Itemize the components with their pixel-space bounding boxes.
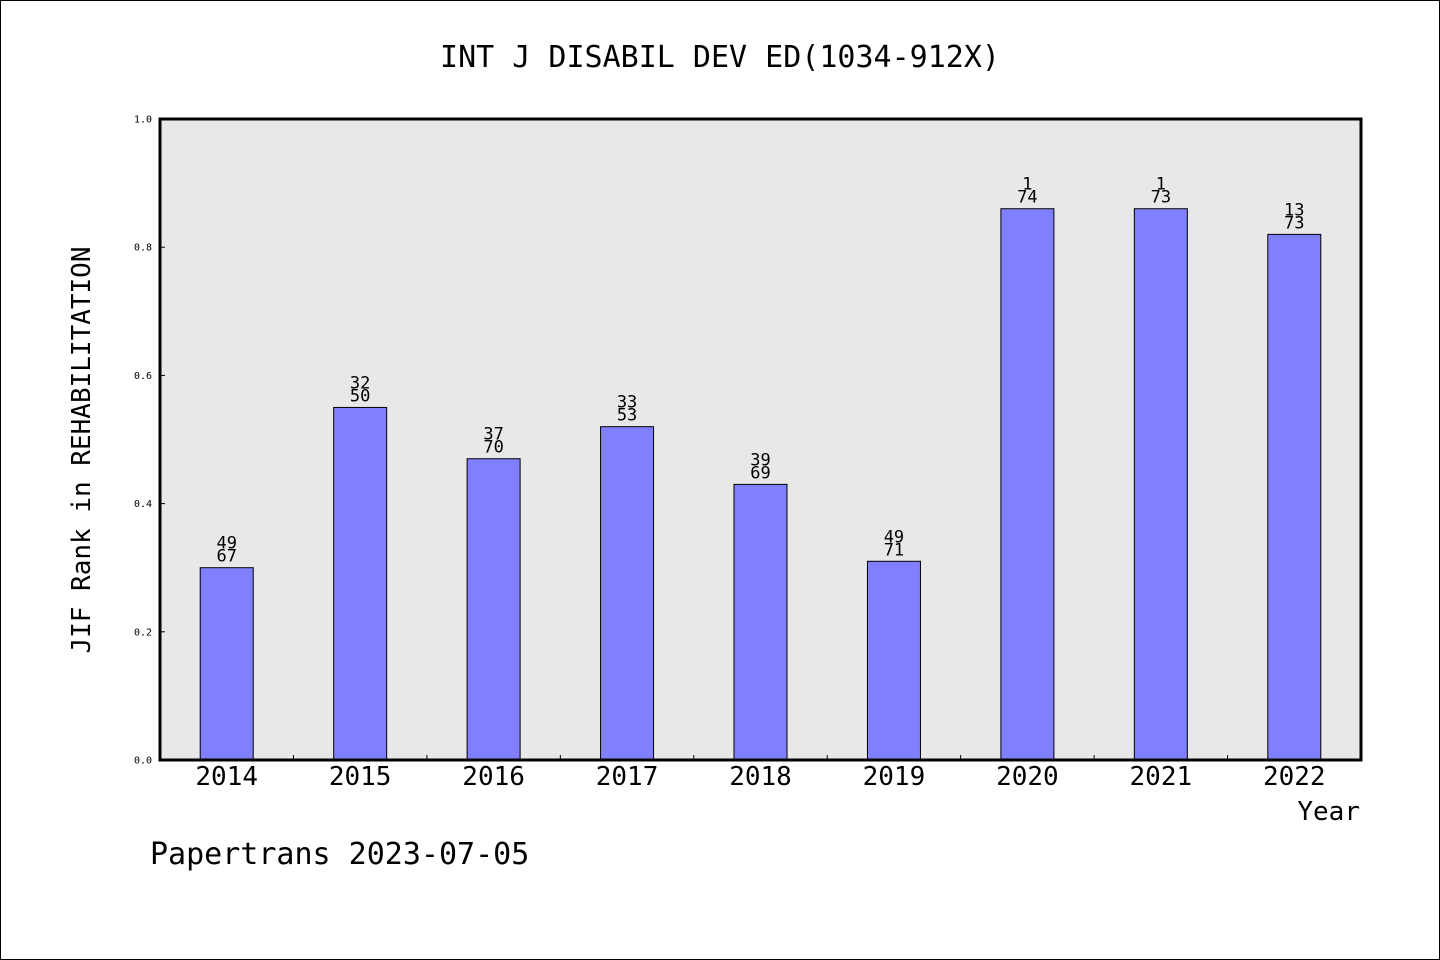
bar-total-label: 67 xyxy=(216,547,236,567)
bar-total-label: 74 xyxy=(1017,188,1037,208)
y-tick-label: 0.2 xyxy=(134,627,152,638)
bar xyxy=(1133,208,1188,761)
x-tick-label: 2019 xyxy=(863,762,926,792)
bar-rank-label: 1 xyxy=(1156,175,1166,195)
bar-total-label: 73 xyxy=(1151,188,1171,208)
bar-rank-label: 1 xyxy=(1022,175,1032,195)
bar xyxy=(866,560,921,761)
bar-rank-label: 37 xyxy=(483,425,503,445)
x-tick-label: 2015 xyxy=(329,762,392,792)
bar-total-label: 73 xyxy=(1284,213,1304,233)
bar-rank-label: 39 xyxy=(750,450,770,470)
bar xyxy=(1000,208,1055,761)
bar-total-label: 70 xyxy=(483,438,503,458)
bar xyxy=(733,483,788,761)
x-tick-label: 2022 xyxy=(1263,762,1326,792)
bar-rank-label: 49 xyxy=(884,527,904,547)
x-tick-label: 2021 xyxy=(1130,762,1193,792)
y-tick-label: 0.6 xyxy=(134,371,152,382)
x-tick-label: 2016 xyxy=(462,762,525,792)
y-axis-label: JIF Rank in REHABILITATION xyxy=(67,247,97,654)
bar-rank-label: 33 xyxy=(617,393,637,413)
x-tick-label: 2017 xyxy=(596,762,659,792)
bar xyxy=(466,458,521,761)
chart-title: INT J DISABIL DEV ED(1034-912X) xyxy=(440,40,1000,75)
bar xyxy=(1267,233,1322,761)
x-axis-label: Year xyxy=(1297,797,1360,827)
plot-border xyxy=(158,117,1363,762)
bar xyxy=(333,406,388,761)
bar-total-label: 69 xyxy=(750,463,770,483)
bar-total-label: 50 xyxy=(350,386,370,406)
bar xyxy=(199,567,254,761)
y-tick-label: 0.4 xyxy=(134,499,152,510)
footer-text: Papertrans 2023-07-05 xyxy=(150,837,529,872)
bar-rank-label: 49 xyxy=(216,534,236,554)
bar-rank-label: 13 xyxy=(1284,200,1304,220)
bar-total-label: 53 xyxy=(617,406,637,426)
bar-rank-label: 32 xyxy=(350,373,370,393)
x-tick-label: 2014 xyxy=(195,762,258,792)
x-tick-label: 2018 xyxy=(729,762,792,792)
y-tick-label: 1.0 xyxy=(134,115,152,126)
bar-total-label: 71 xyxy=(884,540,904,560)
y-tick-label: 0.0 xyxy=(134,756,152,767)
y-tick-label: 0.8 xyxy=(134,243,152,254)
bar xyxy=(600,426,655,761)
x-tick-label: 2020 xyxy=(996,762,1059,792)
